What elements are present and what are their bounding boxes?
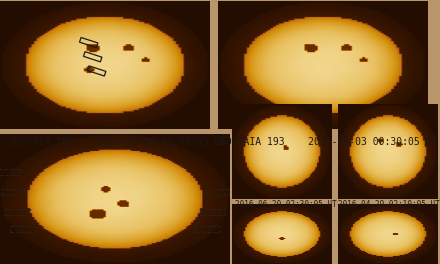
Bar (195, 226, 220, 232)
Bar (218, 95, 236, 105)
Bar (1, 188, 26, 195)
Text: SDO/AIA 193    2016-05-04 00:00:05 UT: SDO/AIA 193 2016-05-04 00:00:05 UT (9, 137, 226, 147)
Bar (302, 151, 320, 161)
Bar (10, 226, 34, 232)
Bar (0, 168, 21, 175)
Text: 2016-06-20 02:30:05 UT: 2016-06-20 02:30:05 UT (235, 200, 337, 209)
Bar (219, 107, 237, 117)
Bar (80, 37, 98, 48)
Bar (219, 119, 237, 129)
Bar (298, 137, 316, 147)
Bar (260, 201, 268, 206)
Bar (261, 211, 270, 216)
Bar (263, 220, 271, 226)
Bar (200, 209, 225, 214)
Bar (290, 109, 308, 119)
Bar (88, 66, 106, 76)
Text: SDO/AIA 193    2016-05-03 00:30:05 UT: SDO/AIA 193 2016-05-03 00:30:05 UT (220, 137, 437, 147)
Bar (204, 188, 229, 195)
Bar (5, 209, 30, 214)
Text: 2016-04-29 02:10:05 UT: 2016-04-29 02:10:05 UT (338, 200, 440, 209)
Bar (84, 52, 102, 62)
Bar (437, 261, 440, 264)
Bar (294, 122, 312, 133)
Bar (438, 252, 440, 257)
Bar (219, 131, 238, 141)
